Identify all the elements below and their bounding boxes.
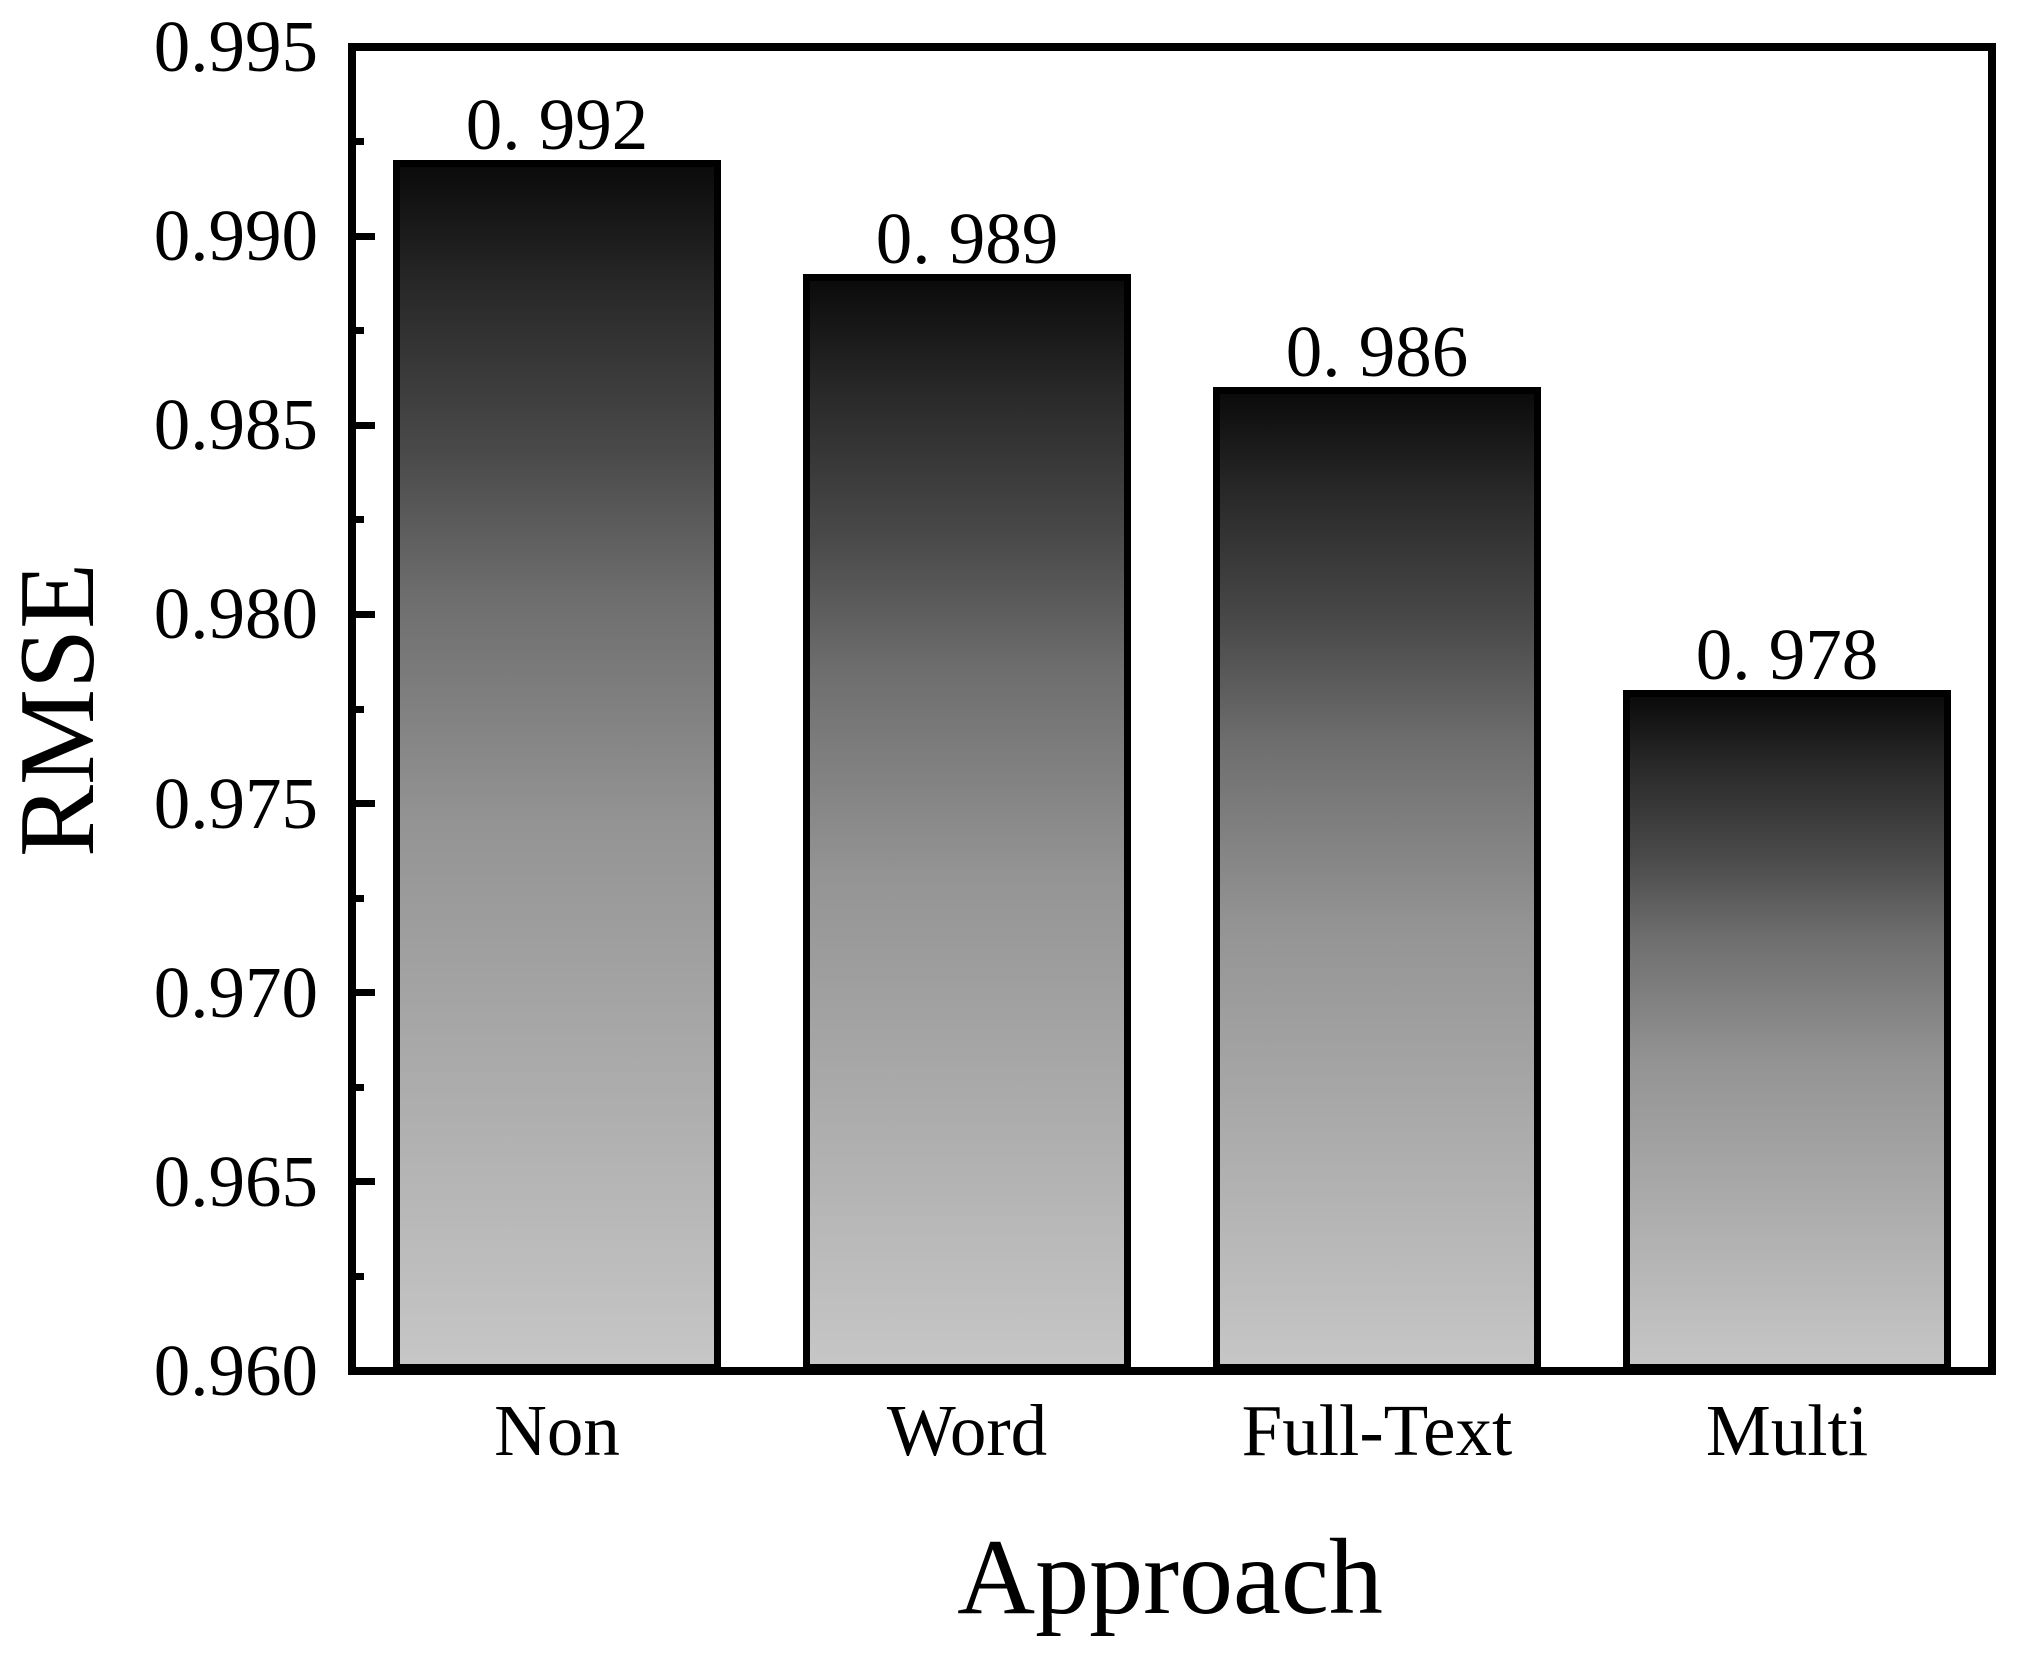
y-major-tick <box>352 232 375 240</box>
x-tick-label: Full-Text <box>1241 1390 1513 1471</box>
y-tick-label: 0.960 <box>153 1330 318 1411</box>
y-minor-tick <box>352 138 364 146</box>
bar-full-text <box>1213 387 1541 1371</box>
y-tick-label: 0.970 <box>153 951 318 1033</box>
y-minor-tick <box>352 705 364 713</box>
y-tick-label: 0.980 <box>153 573 318 655</box>
y-tick-label: 0.995 <box>153 6 318 87</box>
y-major-tick <box>352 610 375 618</box>
y-major-tick <box>352 1178 375 1186</box>
x-tick-label: Word <box>886 1390 1048 1471</box>
bar-non <box>393 160 721 1371</box>
bar-word <box>803 273 1131 1371</box>
x-axis-title: Approach <box>957 1518 1383 1637</box>
bar-value-label: 0. 978 <box>1695 614 1879 696</box>
y-tick-label: 0.985 <box>153 384 318 466</box>
y-axis-title: RMSE <box>0 562 117 858</box>
y-minor-tick <box>352 1272 364 1280</box>
y-major-tick <box>352 421 375 429</box>
y-minor-tick <box>352 1083 364 1091</box>
y-tick-label: 0.975 <box>153 762 318 844</box>
bar-value-label: 0. 986 <box>1285 311 1469 393</box>
y-tick-label: 0.965 <box>153 1140 318 1222</box>
y-tick-label: 0.990 <box>153 195 318 277</box>
bar-multi <box>1623 690 1951 1371</box>
bar-value-label: 0. 992 <box>465 84 649 166</box>
y-minor-tick <box>352 516 364 524</box>
y-major-tick <box>352 989 375 997</box>
y-major-tick <box>352 800 375 808</box>
x-tick-label: Non <box>494 1390 620 1471</box>
bar-value-label: 0. 989 <box>875 197 1059 279</box>
x-tick-label: Multi <box>1705 1390 1869 1471</box>
y-minor-tick <box>352 327 364 335</box>
y-minor-tick <box>352 894 364 902</box>
